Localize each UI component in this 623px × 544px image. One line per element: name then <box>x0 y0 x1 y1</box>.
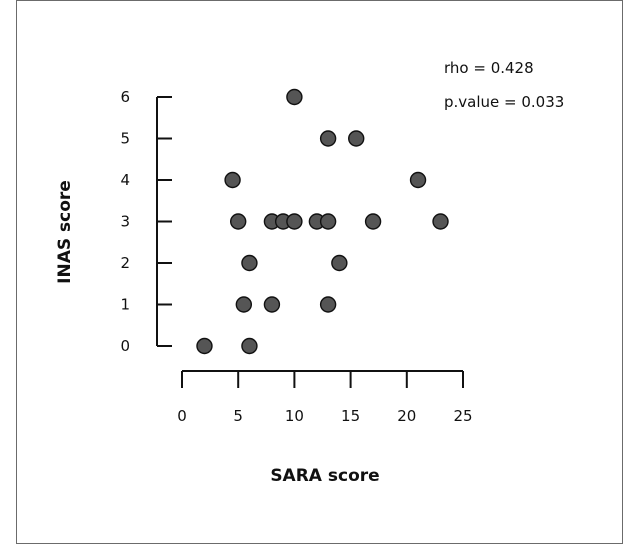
y-axis-label: INAS score <box>55 180 75 284</box>
data-point <box>331 254 348 272</box>
data-point <box>286 88 303 106</box>
data-point <box>286 213 303 230</box>
data-point <box>241 254 258 272</box>
y-tick-label: 6 <box>120 88 130 106</box>
y-tick-label: 2 <box>120 254 130 272</box>
data-point <box>196 337 213 355</box>
y-tick-label: 3 <box>120 213 130 231</box>
data-point <box>364 213 382 230</box>
data-point <box>235 296 253 313</box>
data-point <box>432 213 449 230</box>
chart-frame <box>16 0 623 544</box>
rho-annotation: rho = 0.428 <box>444 59 534 77</box>
data-point <box>319 130 337 147</box>
x-axis-label: SARA score <box>270 466 379 486</box>
y-axis: 0 1 2 3 4 5 6 <box>120 88 172 355</box>
p-value-annotation: p.value = 0.033 <box>444 93 564 111</box>
x-tick-label: 10 <box>285 407 304 425</box>
x-tick-label: 0 <box>177 407 187 425</box>
data-point <box>409 171 427 189</box>
x-tick-label: 25 <box>453 407 472 425</box>
data-point <box>241 337 258 355</box>
y-tick-label: 0 <box>120 337 130 355</box>
data-point <box>229 213 247 230</box>
data-point <box>224 171 241 189</box>
x-axis: 0 5 10 15 20 25 <box>177 370 473 425</box>
data-point <box>348 130 365 147</box>
data-point <box>319 296 337 313</box>
y-tick-label: 4 <box>120 171 130 189</box>
data-points <box>196 88 449 355</box>
x-tick-label: 20 <box>397 407 416 425</box>
x-tick-label: 5 <box>233 407 243 425</box>
data-point <box>263 296 281 313</box>
y-tick-label: 5 <box>120 130 130 148</box>
x-tick-label: 15 <box>341 407 360 425</box>
y-tick-label: 1 <box>120 296 130 314</box>
data-point <box>319 213 337 230</box>
